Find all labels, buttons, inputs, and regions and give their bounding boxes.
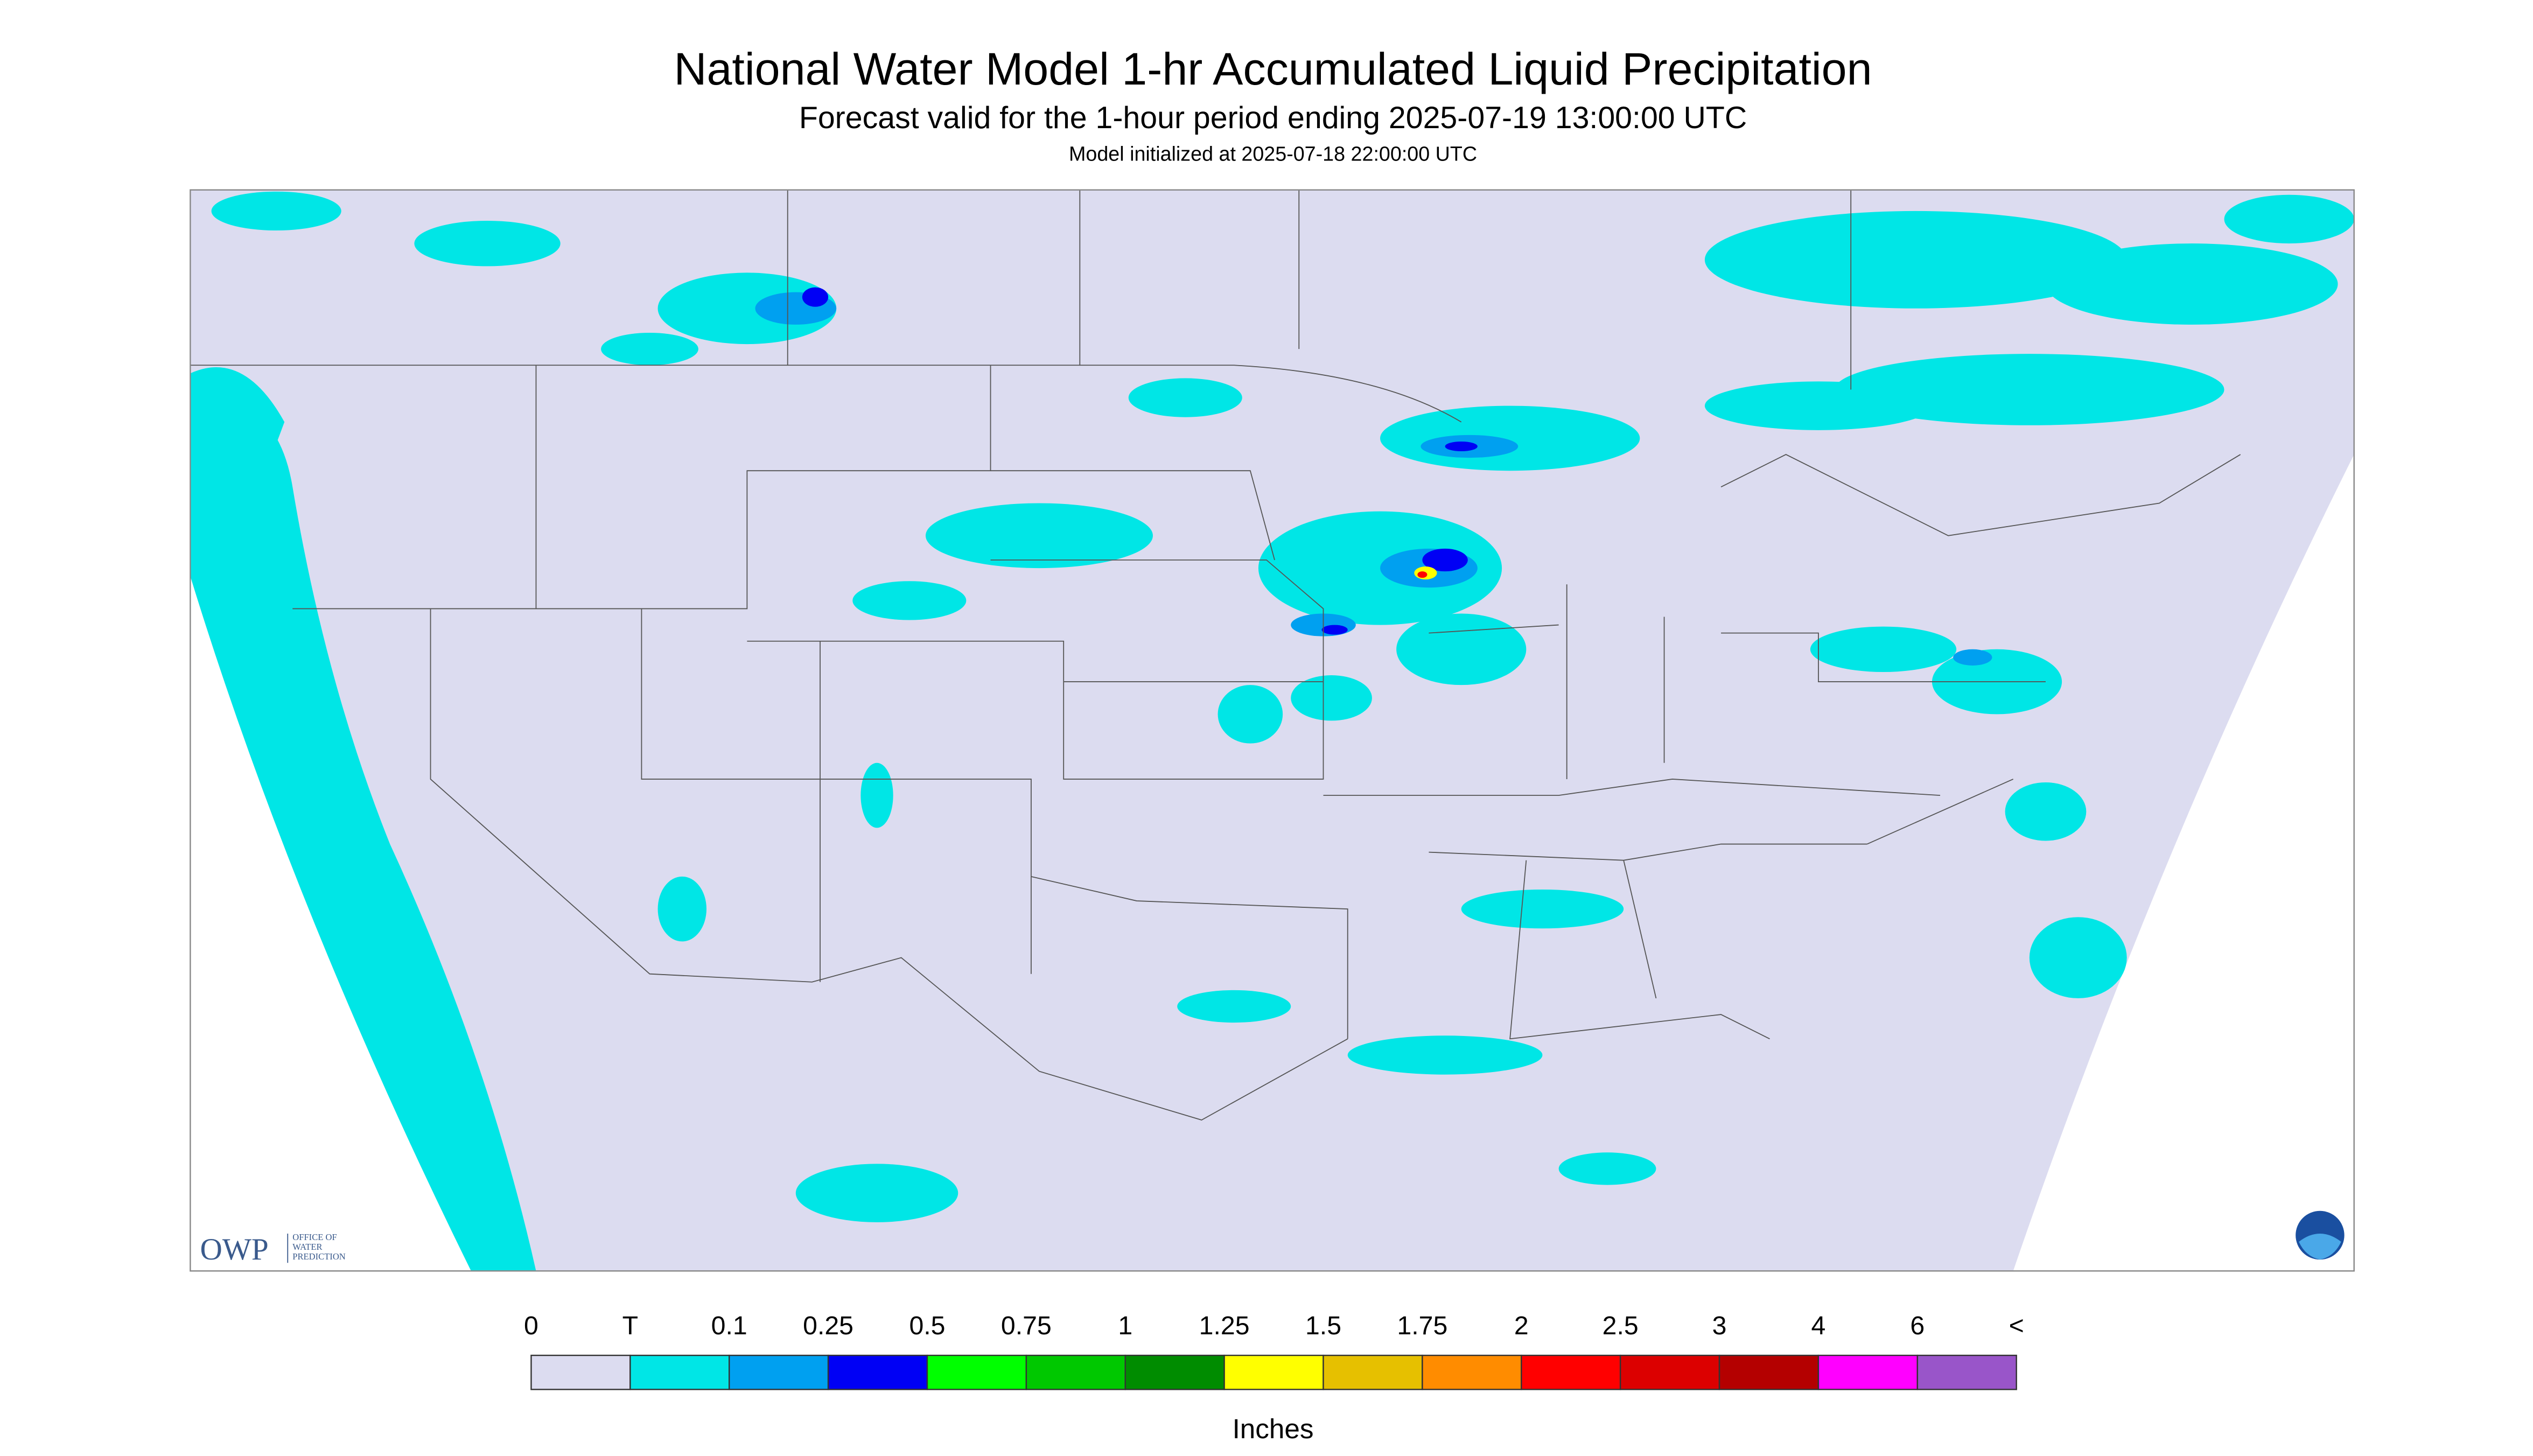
legend-unit: Inches — [1233, 1413, 1314, 1444]
noaa-logo-wave — [2299, 1234, 2341, 1260]
legend-label: T — [622, 1311, 638, 1340]
legend-swatch — [1718, 1354, 1820, 1390]
legend-label: 1 — [1118, 1311, 1132, 1340]
legend-label: 0.25 — [803, 1311, 853, 1340]
legend-swatch — [728, 1354, 829, 1390]
map-frame — [190, 189, 2355, 1272]
legend-swatch — [827, 1354, 928, 1390]
legend-label: 1.25 — [1199, 1311, 1250, 1340]
init-time: Model initialized at 2025-07-18 22:00:00… — [1069, 142, 1477, 165]
legend-swatch — [1521, 1354, 1621, 1390]
legend-label: < — [2009, 1311, 2024, 1340]
legend-label: 2.5 — [1603, 1311, 1639, 1340]
legend-swatch — [1124, 1354, 1225, 1390]
legend: 0 T 0.1 0.25 0.5 0.75 1 1.25 1.5 1.75 2 2.5 3 4 6 < — [524, 1311, 2024, 1390]
legend-label: 4 — [1811, 1311, 1826, 1340]
legend-label: 2 — [1514, 1311, 1529, 1340]
boundaries — [190, 190, 2241, 1121]
subtitle: Forecast valid for the 1-hour period end… — [799, 101, 1747, 135]
legend-swatch — [629, 1354, 730, 1390]
precip-peak — [1417, 571, 1428, 578]
legend-swatch — [1025, 1354, 1126, 1390]
legend-swatch — [1223, 1354, 1324, 1390]
legend-label: 0.1 — [711, 1311, 747, 1340]
precip-trace — [190, 191, 2354, 1271]
logo-text: WATER — [292, 1242, 323, 1252]
legend-swatch — [1817, 1354, 1919, 1390]
legend-label: 3 — [1712, 1311, 1727, 1340]
legend-swatch — [1323, 1354, 1423, 1390]
legend-swatch — [1422, 1354, 1522, 1390]
legend-swatch — [1619, 1354, 1720, 1390]
legend-swatch — [1916, 1354, 2017, 1390]
legend-label: 6 — [1910, 1311, 1925, 1340]
legend-label: 0 — [524, 1311, 538, 1340]
legend-label: 1.5 — [1305, 1311, 1341, 1340]
precip-moderate — [802, 287, 1478, 635]
legend-label: 0.5 — [909, 1311, 945, 1340]
map: OWP OFFICE OF WATER PREDICTION — [190, 189, 2355, 1272]
legend-swatch — [926, 1354, 1027, 1390]
logo-text: OFFICE OF — [292, 1232, 337, 1242]
logo-mark: OWP — [200, 1233, 268, 1266]
title: National Water Model 1-hr Accumulated Li… — [674, 44, 1872, 94]
legend-label: 0.75 — [1001, 1311, 1052, 1340]
legend-swatch — [530, 1354, 631, 1390]
legend-label: 1.75 — [1397, 1311, 1447, 1340]
logo-text: PREDICTION — [292, 1251, 345, 1262]
